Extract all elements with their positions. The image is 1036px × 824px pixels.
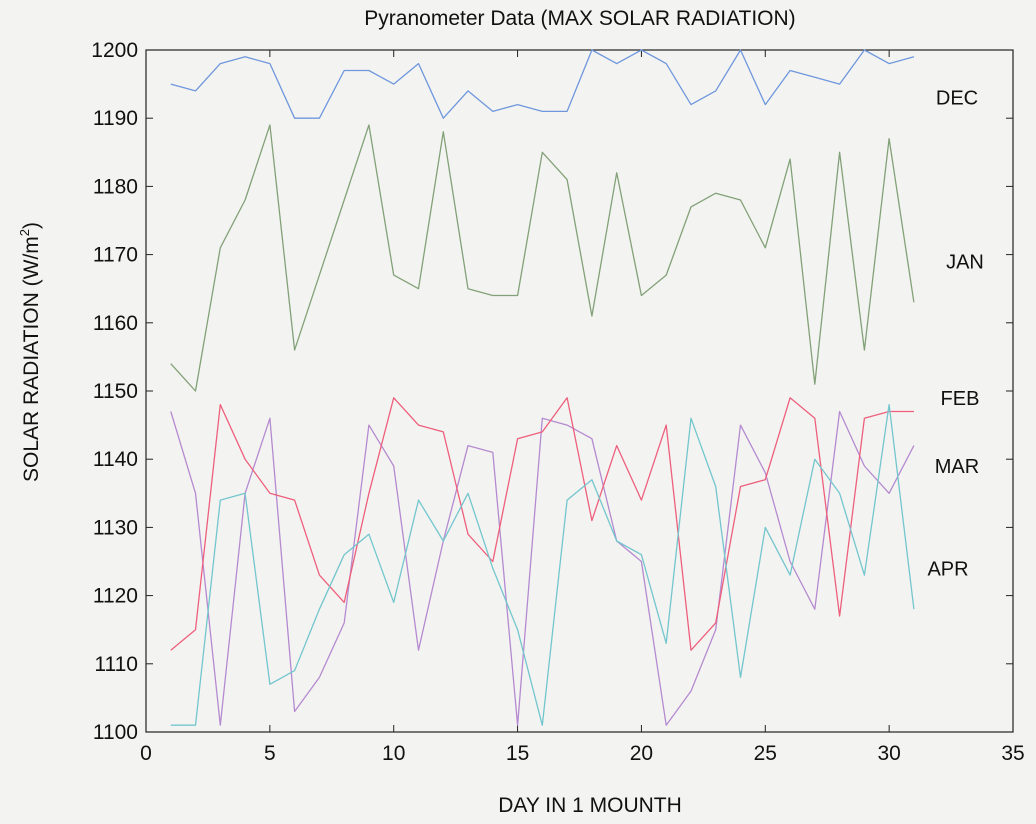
chart-title: Pyranometer Data (MAX SOLAR RADIATION)	[364, 7, 795, 30]
y-tick-label: 1100	[93, 721, 138, 744]
y-tick-label: 1160	[93, 312, 138, 335]
x-tick-label: 5	[264, 742, 276, 765]
x-tick-label: 15	[506, 742, 529, 765]
y-tick-label: 1180	[93, 175, 138, 198]
series-line-jan	[171, 125, 914, 391]
series-line-mar	[171, 398, 914, 650]
series-labels: DEC JAN FEB MAR APR	[927, 88, 983, 581]
y-tick-label: 1190	[93, 107, 138, 130]
x-tick-label: 0	[140, 742, 152, 765]
x-tick-label: 20	[630, 742, 653, 765]
y-tick-label: 1120	[93, 585, 138, 608]
x-tick-label: 30	[877, 742, 900, 765]
y-axis-label: SOLAR RADIATION (W/m2)	[17, 222, 43, 482]
y-tick-label: 1200	[91, 39, 138, 62]
y-tick-label: 1170	[93, 244, 138, 267]
series-line-dec	[171, 50, 914, 118]
y-axis-label-close: )	[20, 222, 43, 229]
series-label-jan: JAN	[946, 251, 984, 273]
series-lines	[171, 50, 914, 725]
series-label-apr: APR	[927, 558, 968, 580]
x-axis-label: DAY IN 1 MOUNTH	[498, 794, 682, 817]
series-label-feb: FEB	[941, 388, 980, 410]
y-tick-label: 1130	[93, 516, 138, 539]
y-axis-label-sup: 2	[17, 229, 32, 236]
y-tick-label: 1140	[93, 448, 138, 471]
plot-area	[146, 50, 1013, 732]
series-label-mar: MAR	[935, 456, 979, 478]
y-axis-label-main: SOLAR RADIATION (W/m	[20, 236, 43, 482]
x-tick-label: 25	[754, 742, 777, 765]
x-tick-label: 35	[1001, 742, 1024, 765]
x-tick-label: 10	[382, 742, 405, 765]
y-tick-label: 1150	[93, 380, 138, 403]
y-tick-label: 1110	[94, 653, 138, 676]
series-label-dec: DEC	[936, 88, 978, 110]
